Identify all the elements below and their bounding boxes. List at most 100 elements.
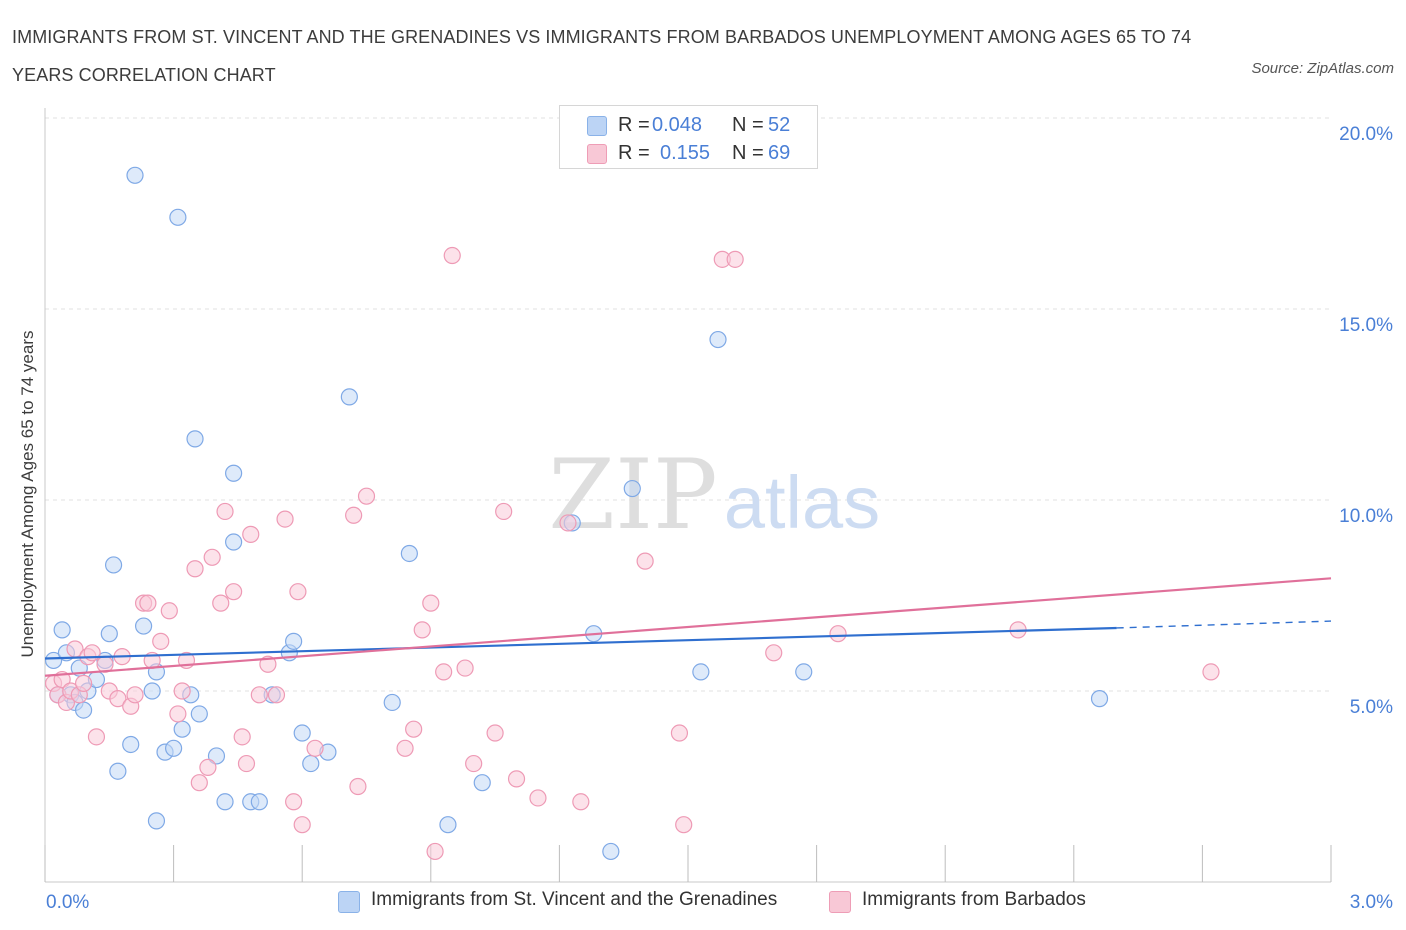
barbados-point [126, 686, 144, 704]
barbados-point [190, 774, 208, 792]
vincent-point [169, 208, 187, 226]
r-value: 0.155 [660, 142, 711, 164]
source-label: Source: ZipAtlas.com [1251, 60, 1394, 77]
vincent-point [109, 762, 127, 780]
tick-labels: 5.0% 10.0% 15.0% 20.0% 0.0% 3.0% [46, 124, 1393, 913]
vincent-point [143, 682, 161, 700]
barbados-point [413, 621, 431, 639]
r-value: 0.048 [652, 114, 703, 136]
vincent-point [692, 663, 710, 681]
y-tick-label: 15.0% [1339, 315, 1393, 336]
vincent-point [126, 166, 144, 184]
grid-lines [45, 117, 1331, 692]
y-tick-label: 5.0% [1350, 697, 1393, 718]
x-tick-label: 0.0% [46, 892, 89, 913]
vincent-point [53, 621, 71, 639]
vincent-legend-swatch [338, 891, 360, 913]
barbados-point [559, 514, 577, 532]
vincent-point [190, 705, 208, 723]
barbados-point [169, 705, 187, 723]
barbados-point [212, 594, 230, 612]
barbados-point [233, 728, 251, 746]
barbados-point [357, 487, 376, 505]
barbados-point [636, 552, 654, 570]
barbados-point [1202, 663, 1220, 681]
barbados-point [152, 632, 170, 650]
vincent-point [134, 617, 153, 635]
barbados-point [529, 789, 547, 807]
barbados-point [160, 602, 178, 620]
barbados-point [306, 739, 324, 757]
vincent-point [186, 430, 204, 448]
vincent-point [285, 632, 303, 650]
barbados-point [276, 510, 294, 528]
vincent-point [74, 701, 93, 719]
trend-lines [44, 577, 1332, 677]
vincent-point [302, 754, 320, 773]
stats-row-barbados: R = 0.155 N = 69 [560, 140, 817, 166]
vincent-point [225, 464, 243, 482]
y-tick-label: 20.0% [1339, 124, 1393, 145]
barbados-point [465, 754, 483, 773]
barbados-point [486, 724, 504, 742]
vincent-point [165, 739, 183, 757]
vincent-point [225, 533, 243, 551]
data-points [44, 166, 1220, 861]
vincent-point [439, 816, 457, 834]
vincent-point [147, 812, 166, 830]
barbados-point [435, 663, 453, 681]
barbados-swatch [587, 144, 607, 164]
vincent-point [122, 735, 140, 754]
barbados-point [345, 506, 363, 524]
barbados-point [186, 560, 204, 578]
barbados-point [259, 655, 277, 673]
barbados-point [572, 793, 590, 811]
barbados-point [139, 594, 157, 612]
barbados-point [765, 644, 783, 662]
vincent-point [207, 747, 226, 765]
barbados-point [675, 816, 693, 834]
stats-legend: R = 0.048 N = 52 R = 0.155 N = 69 [559, 105, 818, 169]
vincent-point [44, 651, 63, 670]
barbados-point [267, 686, 286, 704]
barbados-point [426, 842, 444, 861]
y-tick-label: 10.0% [1339, 506, 1393, 527]
barbados-point [443, 246, 461, 265]
barbados-point [670, 724, 689, 742]
vincent-trend-extension [1116, 620, 1332, 629]
vincent-point [250, 793, 268, 811]
legend-label: Immigrants from St. Vincent and the Gren… [371, 889, 778, 910]
r-label: R = [618, 142, 650, 164]
barbados-point [237, 754, 256, 773]
barbados-point [293, 816, 311, 834]
barbados-point [285, 793, 303, 811]
barbados-point [203, 548, 221, 566]
barbados-point [422, 594, 440, 612]
vincent-point [216, 793, 234, 811]
r-label: R = [618, 114, 650, 136]
vincent-point [473, 774, 491, 792]
barbados-point [396, 739, 414, 757]
barbados-point [829, 625, 847, 643]
vincent-point [100, 625, 118, 643]
vincent-point [173, 720, 191, 738]
vincent-swatch [587, 116, 607, 136]
barbados-point [507, 770, 526, 788]
barbados-point [216, 502, 234, 521]
barbados-trend-line [44, 577, 1332, 677]
vincent-trend-line [44, 626, 1117, 660]
stats-row-vincent: R = 0.048 N = 52 [560, 112, 817, 138]
vincent-point [104, 556, 123, 574]
vincent-point [400, 544, 418, 563]
n-label: N = [732, 114, 764, 136]
barbados-point [456, 659, 474, 677]
watermark-atlas: atlas [724, 461, 880, 544]
barbados-legend-swatch [829, 891, 851, 913]
vincent-point [709, 330, 727, 349]
n-value: 69 [768, 142, 791, 164]
watermark: ZIP atlas [548, 439, 880, 551]
barbados-point [225, 583, 243, 601]
vincent-point [293, 724, 311, 742]
barbados-point [173, 682, 191, 700]
